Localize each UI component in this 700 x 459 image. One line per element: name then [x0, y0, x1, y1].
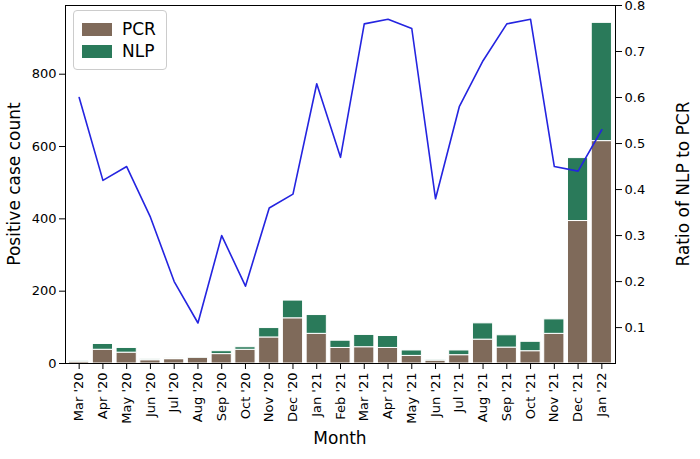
svg-text:0.1: 0.1	[625, 320, 646, 335]
svg-text:Sep '20: Sep '20	[214, 373, 229, 422]
svg-text:Nov '21: Nov '21	[546, 373, 561, 423]
svg-text:May '21: May '21	[404, 373, 419, 424]
svg-text:Nov '20: Nov '20	[261, 373, 276, 423]
svg-text:0.3: 0.3	[625, 228, 646, 243]
svg-text:0.7: 0.7	[625, 44, 646, 59]
svg-text:Oct '20: Oct '20	[238, 373, 253, 420]
svg-text:800: 800	[32, 66, 57, 81]
svg-text:Aug '20: Aug '20	[190, 373, 205, 423]
svg-text:0.5: 0.5	[625, 136, 646, 151]
html-text:Positive case count: Positive case count	[4, 102, 24, 266]
svg-text:0: 0	[48, 356, 56, 371]
svg-text:May '20: May '20	[119, 373, 134, 424]
html-text:PCR: PCR	[122, 19, 156, 39]
svg-text:Jan '22: Jan '22	[594, 373, 609, 418]
html-text:NLP: NLP	[122, 41, 155, 61]
svg-text:Apr '20: Apr '20	[95, 373, 110, 420]
svg-text:Sep '21: Sep '21	[499, 373, 514, 422]
svg-text:Apr '21: Apr '21	[380, 373, 395, 420]
svg-text:Aug '21: Aug '21	[475, 373, 490, 423]
svg-text:Jul '21: Jul '21	[451, 373, 466, 414]
svg-text:0.8: 0.8	[625, 0, 646, 13]
html-text:Ratio of NLP to PCR: Ratio of NLP to PCR	[673, 101, 693, 267]
svg-text:Mar '21: Mar '21	[356, 373, 371, 422]
svg-text:Jul '20: Jul '20	[166, 373, 181, 414]
svg-text:Mar '20: Mar '20	[71, 373, 86, 422]
svg-text:Jun '21: Jun '21	[428, 373, 443, 419]
svg-text:200: 200	[32, 283, 57, 298]
svg-text:400: 400	[32, 211, 57, 226]
svg-text:600: 600	[32, 139, 57, 154]
svg-text:Dec '20: Dec '20	[285, 373, 300, 422]
svg-text:Feb '21: Feb '21	[333, 373, 348, 420]
svg-text:Jun '20: Jun '20	[143, 373, 158, 419]
svg-text:Oct '21: Oct '21	[523, 373, 538, 420]
svg-text:0.4: 0.4	[625, 182, 646, 197]
svg-text:0.2: 0.2	[625, 274, 646, 289]
svg-text:Jan '21: Jan '21	[309, 373, 324, 418]
svg-text:Dec '21: Dec '21	[570, 373, 585, 422]
svg-text:0.6: 0.6	[625, 90, 646, 105]
html-text:Month: Month	[313, 428, 367, 448]
